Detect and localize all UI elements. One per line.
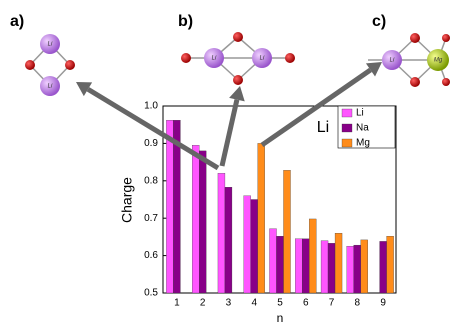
bar: [328, 243, 335, 293]
molecule-b: Li Li: [181, 32, 295, 85]
panel-label: c): [372, 13, 386, 30]
bar: [258, 143, 265, 293]
bar: [361, 240, 368, 293]
legend-swatch: [342, 124, 352, 132]
x-axis-label: n: [277, 311, 284, 325]
x-tick-label: 2: [200, 298, 206, 309]
arrow-head: [229, 86, 245, 101]
x-tick-label: 7: [329, 298, 335, 309]
atom-label: Li: [260, 56, 265, 62]
panel-label: a): [10, 13, 24, 30]
bar: [244, 196, 251, 293]
bar: [251, 200, 258, 294]
x-tick-label: 6: [303, 298, 309, 309]
bar: [218, 173, 225, 293]
bar: [192, 145, 199, 293]
atom-label: Li: [212, 56, 217, 62]
bar: [387, 236, 394, 293]
annotation: Li: [317, 119, 329, 136]
y-tick-label: 0.6: [144, 250, 158, 261]
bar: [335, 233, 342, 293]
x-tick-label: 8: [355, 298, 361, 309]
atom-label: Li: [48, 42, 53, 48]
x-tick-label: 3: [226, 298, 232, 309]
molecule-c: Li Mg: [368, 33, 450, 87]
y-tick-label: 1.0: [144, 101, 158, 112]
x-tick-label: 1: [174, 298, 180, 309]
atom-label: Mg: [434, 58, 443, 64]
legend-label: Na: [356, 123, 369, 134]
atom-label: Li: [390, 58, 395, 64]
x-tick-label: 9: [380, 298, 386, 309]
legend-label: Li: [356, 108, 364, 119]
y-tick-label: 0.8: [144, 175, 158, 186]
x-tick-label: 5: [277, 298, 283, 309]
legend-swatch: [342, 139, 352, 147]
bar: [295, 239, 302, 293]
bar: [380, 241, 387, 293]
molecule-a: Li Li: [25, 34, 75, 96]
legend-swatch: [342, 109, 352, 117]
panel-label: b): [178, 13, 193, 30]
figure: Li Li Li Li Li Mg a) b) c) Charge n Li 0…: [0, 0, 452, 326]
arrow-shaft: [222, 100, 237, 166]
bar: [270, 229, 277, 293]
y-tick-label: 0.9: [144, 138, 158, 149]
legend-label: Mg: [356, 138, 370, 149]
bar: [321, 241, 328, 293]
y-axis-label: Charge: [119, 177, 135, 223]
bar: [302, 239, 309, 293]
bar: [284, 170, 291, 293]
bar: [354, 245, 361, 293]
bar: [347, 246, 354, 293]
bar: [309, 219, 316, 293]
atom-label: Li: [48, 84, 53, 90]
bar: [225, 187, 232, 293]
x-tick-label: 4: [251, 298, 257, 309]
bar: [166, 120, 173, 293]
y-tick-label: 0.5: [144, 288, 158, 299]
y-tick-label: 0.7: [144, 213, 158, 224]
bar: [277, 236, 284, 293]
bar: [199, 151, 206, 293]
